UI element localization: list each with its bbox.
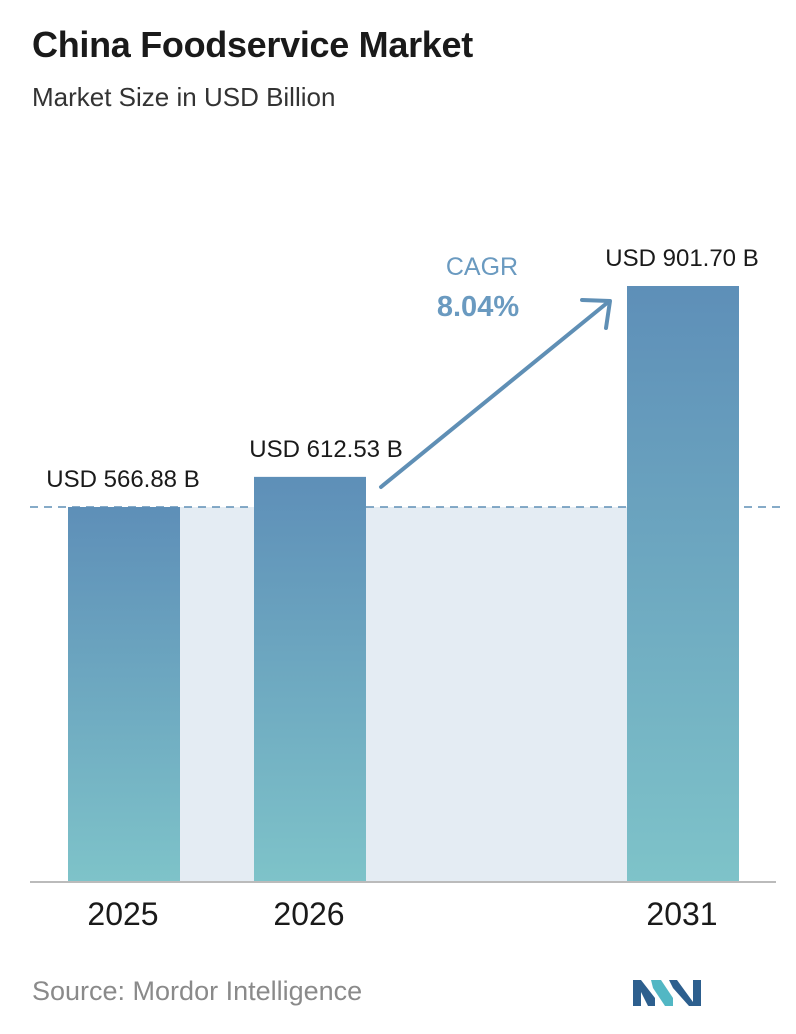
cagr-arrow [379, 301, 609, 489]
cagr-value: 8.04% [437, 291, 519, 323]
data-label-2031: USD 901.70 B [605, 245, 758, 272]
shade-region-1 [180, 507, 254, 882]
mordor-intelligence-logo-icon [633, 980, 701, 1006]
data-label-2026: USD 612.53 B [249, 436, 402, 463]
cagr-arrowhead [580, 298, 612, 330]
chart-title: China Foodservice Market [32, 24, 473, 65]
bar-2026 [254, 476, 366, 882]
chart-subtitle: Market Size in USD Billion [32, 82, 336, 112]
x-tick-label-2026: 2026 [273, 896, 344, 932]
bar-2025 [68, 507, 180, 882]
x-tick-label-2031: 2031 [646, 896, 717, 932]
shade-region-2 [366, 507, 627, 882]
x-tick-label-2025: 2025 [87, 896, 158, 932]
bar-2031 [627, 286, 739, 882]
source-note: Source: Mordor Intelligence [32, 976, 363, 1006]
cagr-label: CAGR [446, 253, 518, 281]
data-label-2025: USD 566.88 B [46, 466, 199, 493]
